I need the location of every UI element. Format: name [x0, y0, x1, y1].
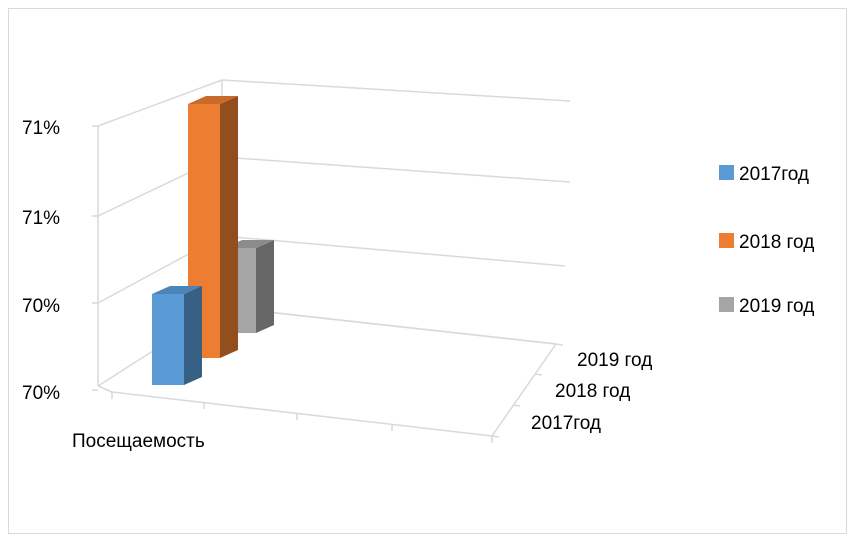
y-tick-label-1: 71% — [22, 208, 60, 229]
depth-label-1: 2018 год — [555, 381, 630, 402]
legend-swatch-2019 — [719, 297, 734, 312]
chart-frame — [8, 8, 847, 534]
depth-tick-mark-0 — [491, 435, 500, 438]
bar-top — [188, 96, 238, 104]
bar-front — [152, 294, 184, 385]
gridline-1 — [97, 79, 571, 127]
gridline-2 — [97, 156, 571, 217]
legend-label-2018: 2018 год — [739, 232, 814, 253]
legend: 2017год 2018 год 2019 год — [719, 164, 814, 317]
y-tick-label-3: 70% — [22, 383, 60, 404]
category-label-0: Посещаемость — [72, 431, 205, 452]
legend-swatch-2017 — [719, 165, 734, 180]
floor-right-edge — [491, 343, 557, 437]
floor-front-edge — [111, 391, 493, 437]
depth-label-0: 2019 год — [577, 350, 652, 371]
y-tick-label-0: 71% — [22, 118, 60, 139]
bar-side — [184, 286, 202, 385]
depth-axis: 2019 год 2018 год 2017год — [491, 343, 652, 438]
bar-side — [220, 96, 238, 358]
legend-label-2019: 2019 год — [739, 296, 814, 317]
bars — [152, 96, 274, 385]
depth-tick-mark-1 — [512, 404, 521, 407]
left-wall-front-edge — [97, 385, 113, 393]
bar-side — [256, 240, 274, 333]
x-axis: Посещаемость — [72, 392, 493, 452]
bar-2017год — [152, 286, 202, 385]
depth-label-2: 2017год — [531, 413, 601, 434]
depth-tick-mark-3 — [555, 343, 564, 346]
y-axis: 71% 71% 70% 70% — [22, 118, 98, 404]
bar-top — [152, 286, 202, 294]
depth-tick-mark-2 — [534, 373, 543, 376]
y-tick-label-2: 70% — [22, 296, 60, 317]
legend-swatch-2018 — [719, 233, 734, 248]
legend-label-2017: 2017год — [739, 164, 809, 185]
